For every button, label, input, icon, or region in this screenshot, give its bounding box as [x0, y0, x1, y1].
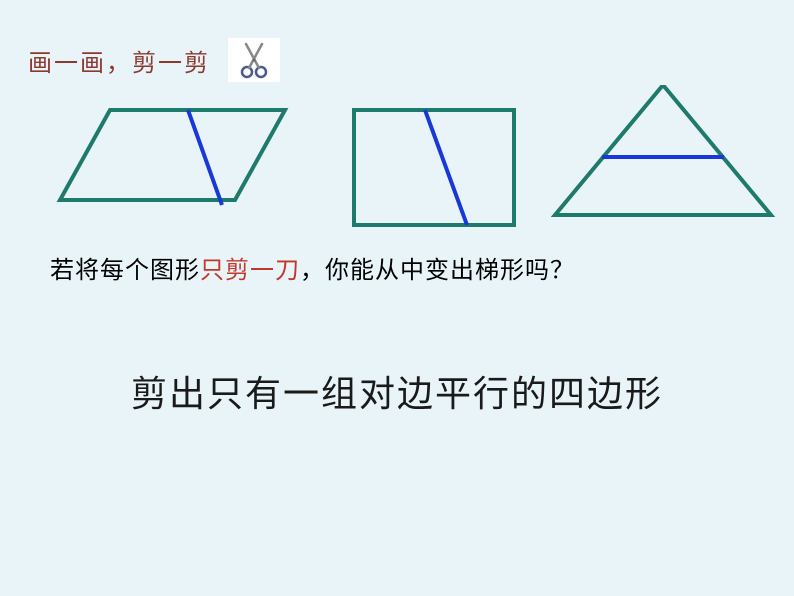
rectangle-cut-line [425, 110, 467, 225]
header: 画一画，剪一剪 [28, 38, 280, 82]
shapes-svg [40, 85, 780, 230]
triangle-shape [555, 85, 771, 215]
question-highlight: 只剪一刀 [200, 258, 300, 284]
parallelogram-shape [60, 110, 285, 200]
scissors-icon [236, 40, 272, 80]
scissors-icon-box [228, 38, 280, 82]
question-suffix: ，你能从中变出梯形吗？ [300, 258, 575, 284]
big-statement: 剪出只有一组对边平行的四边形 [0, 365, 794, 417]
header-title: 画一画，剪一剪 [28, 43, 210, 78]
shapes-row [40, 85, 760, 220]
question-text: 若将每个图形只剪一刀，你能从中变出梯形吗？ [50, 250, 575, 285]
rectangle-shape [354, 110, 514, 225]
question-prefix: 若将每个图形 [50, 258, 200, 284]
parallelogram-cut-line [188, 110, 222, 205]
